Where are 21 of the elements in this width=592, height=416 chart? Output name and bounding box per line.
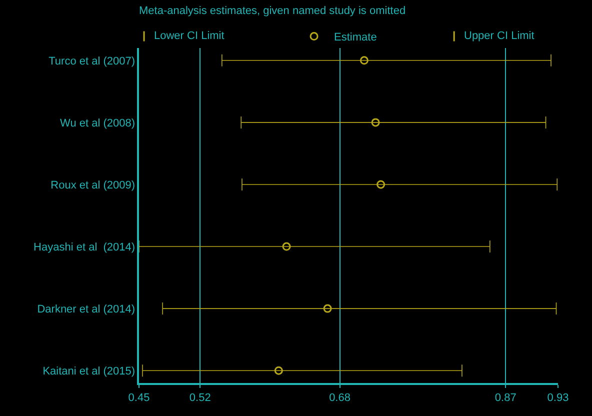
point	[376, 180, 386, 189]
text: Lower CI Limit	[154, 30, 224, 42]
point	[371, 118, 380, 127]
legend-label: Estimate	[334, 32, 377, 44]
y-tick-label: Turco et al (2007)	[48, 55, 136, 68]
y-tick-label: Kaitani et al (2015)	[42, 365, 136, 378]
x-tick-label: 0.45	[128, 392, 150, 404]
x-tick-label: 0.68	[329, 392, 350, 404]
point	[323, 304, 332, 313]
x-tick-label: 0.52	[189, 392, 211, 404]
chart-title: Meta-analysis estimates, given named study is omitted	[139, 4, 406, 17]
y-tick-label: Darkner et al (2014)	[37, 303, 136, 316]
point	[360, 56, 368, 65]
y-tick-label: Roux et al (2009)	[50, 179, 136, 192]
x-tick-label: 0.93	[547, 392, 569, 404]
y-tick-label: Hayashi et al (2014)	[34, 241, 136, 254]
point	[274, 366, 283, 375]
x-tick-label: 0.87	[494, 392, 516, 404]
point	[282, 242, 291, 251]
text: Upper CI Limit	[464, 30, 534, 42]
y-tick-label: Wu et al (2008)	[60, 117, 136, 130]
